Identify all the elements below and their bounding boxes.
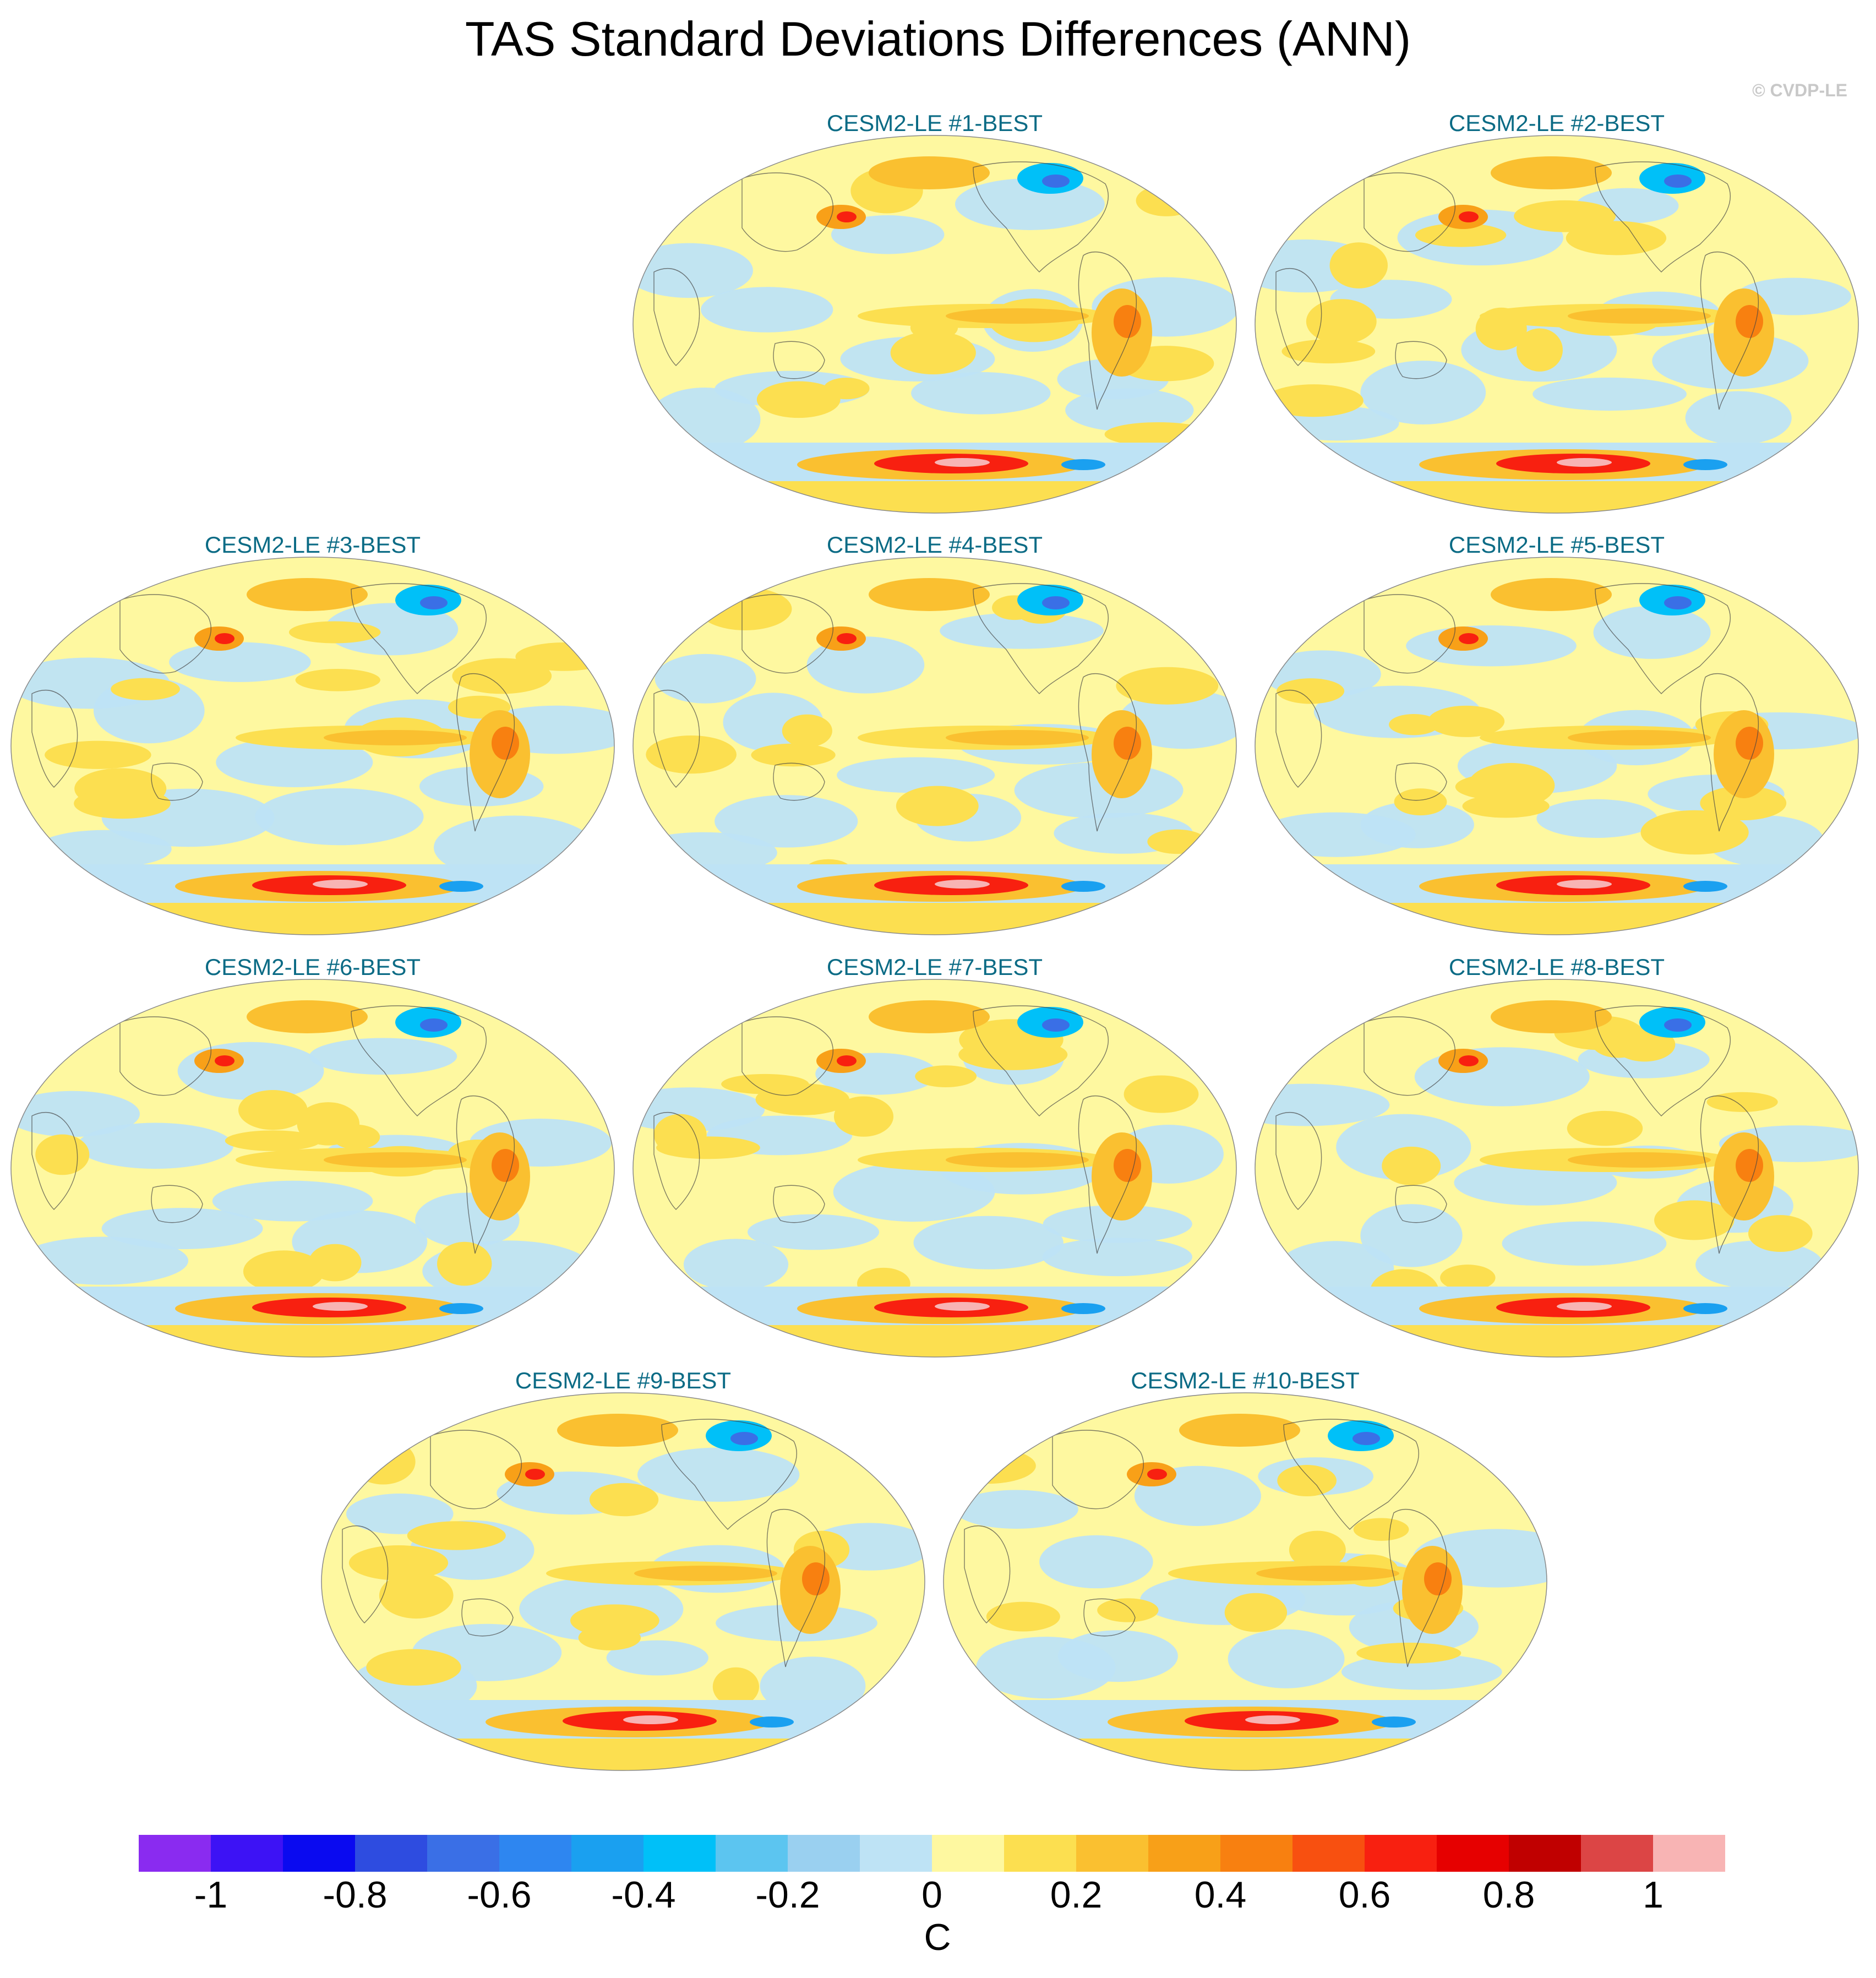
panel-title: CESM2-LE #3-BEST xyxy=(204,532,421,558)
colorbar-box xyxy=(1653,1835,1725,1872)
colorbar-box xyxy=(643,1835,716,1872)
world-map xyxy=(943,1392,1547,1771)
colorbar-tick-label: -0.4 xyxy=(611,1874,676,1916)
map-panel xyxy=(320,1392,926,1772)
colorbar-tick-label: -0.8 xyxy=(323,1874,388,1916)
map-panel xyxy=(942,1392,1548,1772)
colorbar-tick-label: 0.2 xyxy=(1050,1874,1103,1916)
world-map xyxy=(1255,135,1859,514)
colorbar-box xyxy=(571,1835,643,1872)
colorbar-box xyxy=(211,1835,283,1872)
figure-title: TAS Standard Deviations Differences (ANN… xyxy=(465,12,1411,66)
world-map xyxy=(10,557,615,935)
panel-title: CESM2-LE #8-BEST xyxy=(1448,954,1665,980)
map-panel xyxy=(632,556,1237,936)
world-map xyxy=(321,1392,925,1771)
colorbar-box xyxy=(355,1835,427,1872)
world-map xyxy=(1255,557,1859,935)
colorbar-box xyxy=(1365,1835,1437,1872)
colorbar-tick-label: -0.2 xyxy=(755,1874,820,1916)
map-panel xyxy=(1254,556,1859,936)
panel-title: CESM2-LE #10-BEST xyxy=(1131,1367,1360,1393)
world-map xyxy=(632,135,1237,514)
world-map xyxy=(632,557,1237,935)
colorbar-tick-label: -0.6 xyxy=(467,1874,532,1916)
panel-title: CESM2-LE #1-BEST xyxy=(826,110,1043,136)
map-panel xyxy=(1254,978,1859,1358)
panel-title: CESM2-LE #7-BEST xyxy=(826,954,1043,980)
colorbar-box xyxy=(1076,1835,1148,1872)
colorbar-tick-label: -1 xyxy=(194,1874,228,1916)
panel-title: CESM2-LE #6-BEST xyxy=(204,954,421,980)
panel-title: CESM2-LE #4-BEST xyxy=(826,532,1043,558)
colorbar-box xyxy=(499,1835,571,1872)
colorbar-tick-label: 0 xyxy=(921,1874,942,1916)
colorbar-tick-label: 1 xyxy=(1643,1874,1664,1916)
colorbar-box xyxy=(788,1835,860,1872)
map-panel xyxy=(632,978,1237,1358)
colorbar-box xyxy=(716,1835,788,1872)
colorbar-box xyxy=(1437,1835,1509,1872)
world-map xyxy=(632,979,1237,1358)
map-panel xyxy=(632,134,1237,514)
colorbar-box xyxy=(932,1835,1004,1872)
map-panel xyxy=(1254,134,1859,514)
colorbar-box xyxy=(1293,1835,1365,1872)
colorbar-box xyxy=(1004,1835,1076,1872)
map-panel xyxy=(10,978,615,1358)
credit-watermark: © CVDP-LE xyxy=(1752,80,1847,100)
colorbar-tick-label: 0.6 xyxy=(1338,1874,1391,1916)
colorbar-box xyxy=(1148,1835,1220,1872)
colorbar-box xyxy=(1220,1835,1293,1872)
colorbar-box xyxy=(139,1835,211,1872)
panel-title: CESM2-LE #5-BEST xyxy=(1448,532,1665,558)
colorbar-unit: C xyxy=(924,1916,951,1958)
map-panel xyxy=(10,556,615,936)
colorbar-box xyxy=(283,1835,355,1872)
panel-title: CESM2-LE #9-BEST xyxy=(515,1367,732,1393)
panel-title: CESM2-LE #2-BEST xyxy=(1448,110,1665,136)
colorbar-tick-label: 0.8 xyxy=(1482,1874,1535,1916)
world-map xyxy=(10,979,615,1358)
colorbar-box xyxy=(1509,1835,1581,1872)
colorbar-tick-label: 0.4 xyxy=(1194,1874,1247,1916)
colorbar-box xyxy=(427,1835,499,1872)
world-map xyxy=(1255,979,1859,1358)
colorbar-box xyxy=(860,1835,932,1872)
colorbar-box xyxy=(1581,1835,1653,1872)
